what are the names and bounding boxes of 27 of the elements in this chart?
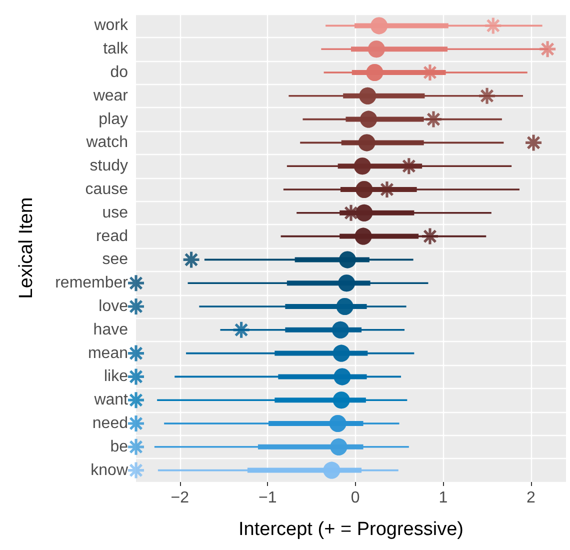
y-tick-label: need: [92, 415, 128, 432]
x-tick-label: 1: [438, 490, 448, 506]
x-tick-label: 0: [350, 490, 360, 506]
y-tick-label: cause: [85, 181, 128, 198]
y-tick-label: read: [96, 228, 128, 245]
x-tick-label: −1: [258, 490, 277, 506]
y-tick-label: have: [93, 321, 128, 338]
x-tick-label: 2: [526, 490, 536, 506]
x-tick-label: −2: [170, 490, 190, 506]
y-tick-label: wear: [92, 87, 129, 104]
y-tick-label: want: [93, 392, 129, 409]
y-tick-label: be: [110, 438, 128, 456]
y-tick-label: love: [98, 298, 128, 315]
y-tick-label: know: [90, 462, 128, 479]
y-tick-label: work: [93, 17, 129, 34]
y-tick-label: see: [102, 251, 128, 268]
y-tick-label: like: [104, 368, 128, 386]
y-tick-label: remember: [55, 274, 129, 292]
y-tick-label: mean: [88, 344, 128, 362]
y-tick-label: play: [98, 110, 128, 128]
y-tick-label: study: [90, 158, 128, 175]
y-tick-label: talk: [103, 40, 129, 58]
y-axis-title: Lexical Item: [16, 197, 37, 299]
y-tick-label: watch: [85, 134, 128, 152]
x-axis-title: Intercept (+ = Progressive): [238, 519, 464, 540]
y-tick-label: do: [110, 64, 128, 81]
y-tick-label: use: [102, 204, 128, 222]
